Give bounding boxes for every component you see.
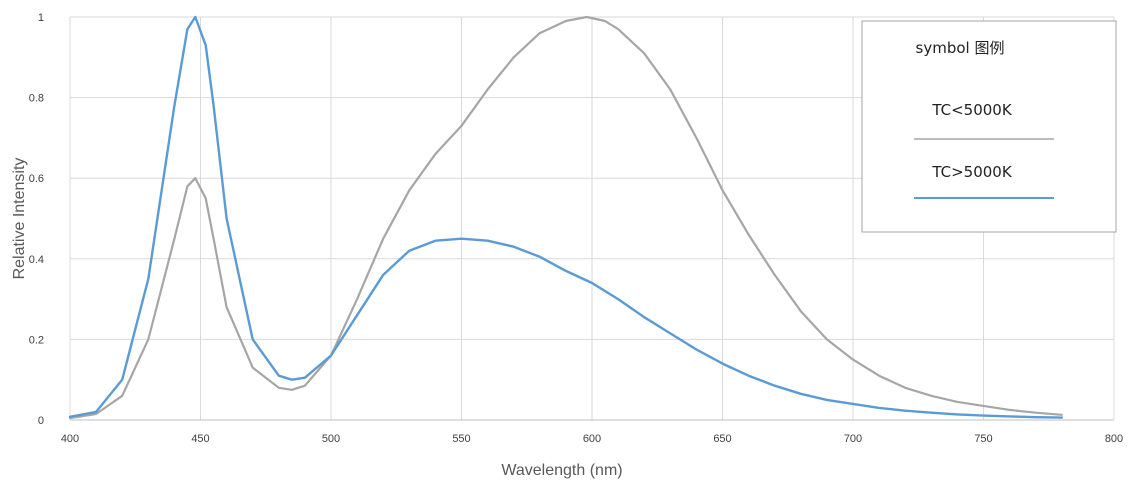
y-tick-label: 0.4 [29, 254, 44, 266]
y-tick-label: 0.6 [29, 173, 44, 185]
y-tick-label: 0.8 [29, 93, 44, 105]
y-tick-label: 1 [38, 12, 44, 24]
y-tick-label: 0.2 [29, 334, 44, 346]
legend-title: symbol 图例 [916, 39, 1005, 57]
x-tick-label: 700 [844, 433, 862, 445]
x-tick-label: 600 [583, 433, 601, 445]
y-axis-title: Relative Intensity [11, 158, 28, 280]
x-tick-label: 500 [322, 433, 340, 445]
x-tick-label: 800 [1105, 433, 1123, 445]
y-tick-label: 0 [38, 415, 44, 427]
legend: symbol 图例 TC<5000K TC>5000K [862, 21, 1116, 232]
legend-label-tc-low: TC<5000K [931, 101, 1012, 119]
x-tick-label: 450 [191, 433, 209, 445]
x-tick-label: 650 [713, 433, 731, 445]
x-tick-label: 400 [61, 433, 79, 445]
x-axis-title: Wavelength (nm) [501, 462, 622, 479]
legend-label-tc-high: TC>5000K [931, 163, 1012, 181]
x-tick-label: 550 [452, 433, 470, 445]
x-tick-label: 750 [974, 433, 992, 445]
